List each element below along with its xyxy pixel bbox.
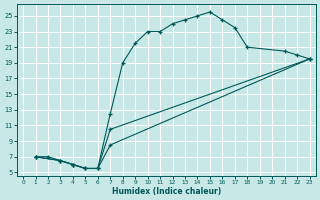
X-axis label: Humidex (Indice chaleur): Humidex (Indice chaleur) <box>112 187 221 196</box>
